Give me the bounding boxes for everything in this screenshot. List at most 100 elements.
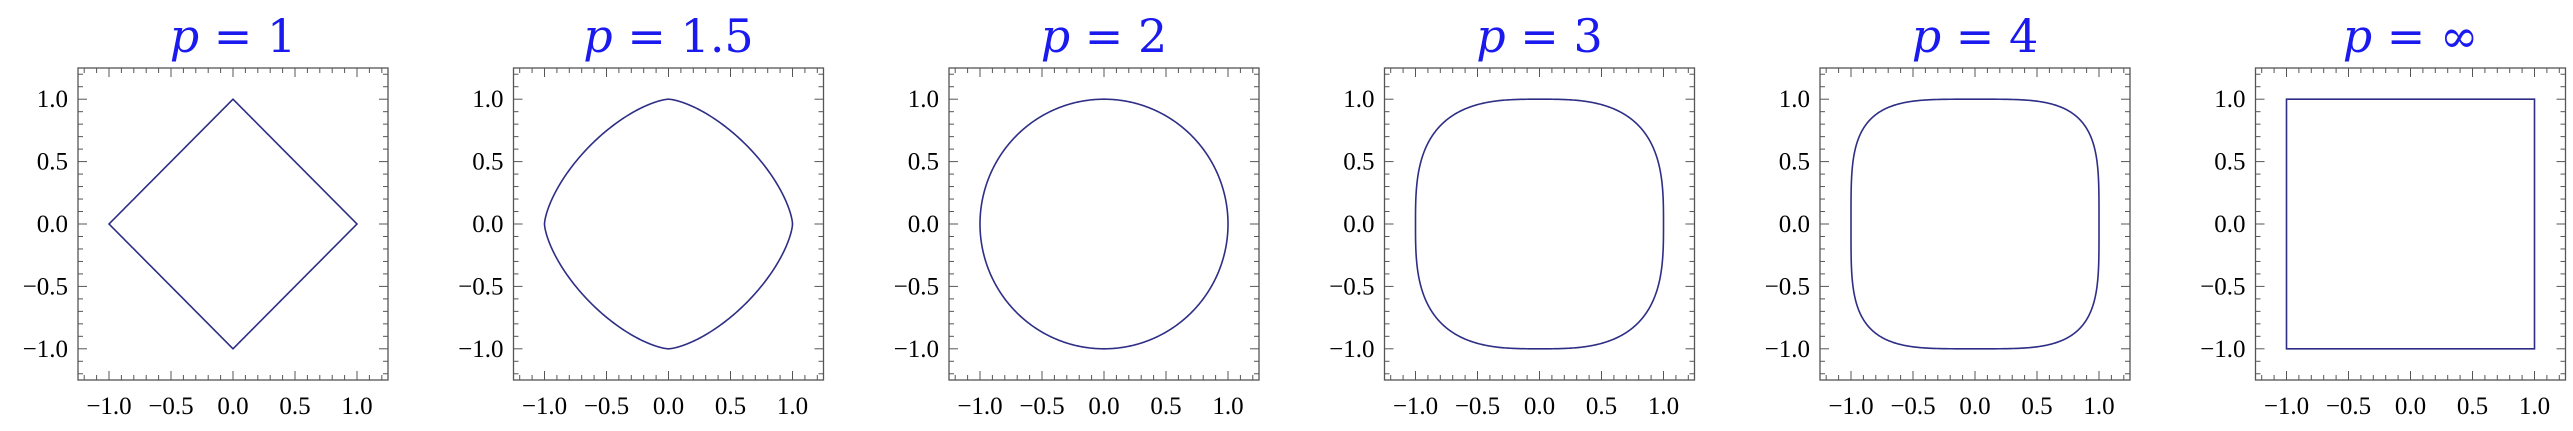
title-value: 1 — [267, 9, 296, 63]
x-tick-label: 0.0 — [217, 393, 248, 420]
title-equals: = — [1506, 9, 1574, 63]
y-tick-label: −0.5 — [1765, 273, 1810, 300]
x-tick-label: −0.5 — [2326, 393, 2371, 420]
plot-frame — [1819, 67, 2131, 381]
panel-5: −1.0 −0.5 0.0 0.5 1.0 1.0 0.5 0.0 −0.5 −1.0 p = 4 — [1765, 9, 2131, 420]
plot-frame — [77, 67, 389, 381]
x-tick-label: 1.0 — [1648, 393, 1679, 420]
y-tick-label: 0.5 — [1779, 149, 1810, 176]
y-tick-label: 1.0 — [472, 86, 503, 113]
y-tick-label: −0.5 — [1329, 273, 1374, 300]
y-tick-label: 0.5 — [37, 149, 68, 176]
title-equals: = — [2372, 9, 2440, 63]
title-equals: = — [1070, 9, 1138, 63]
title-value: ∞ — [2440, 9, 2478, 63]
title-variable: p — [1476, 9, 1505, 63]
x-tick-label: −1.0 — [86, 393, 131, 420]
panel-title: p = 1 — [170, 9, 297, 63]
unit-ball-curve — [543, 98, 794, 350]
x-tick-label: 0.5 — [2021, 393, 2052, 420]
y-tick-label: 0.5 — [2214, 149, 2245, 176]
panel-title: p = 3 — [1476, 9, 1603, 63]
y-tick-label: −0.5 — [894, 273, 939, 300]
x-tick-label: −1.0 — [1828, 393, 1873, 420]
y-tick-label: −1.0 — [1329, 336, 1374, 363]
x-tick-label: 0.5 — [1586, 393, 1617, 420]
panel-1: −1.0 −0.5 0.0 0.5 1.0 1.0 0.5 0.0 −0.5 −1.0 p = 1 — [23, 9, 389, 420]
x-tick-label: 0.5 — [2457, 393, 2488, 420]
plot-frame — [948, 67, 1260, 381]
x-tick-label: 1.0 — [2083, 393, 2114, 420]
x-tick-label: −1.0 — [2264, 393, 2309, 420]
title-value: 2 — [1138, 9, 1167, 63]
plot-frame — [1383, 67, 1696, 381]
y-tick-label: −0.5 — [458, 273, 503, 300]
unit-ball-curve — [2285, 98, 2536, 350]
panel-title: p = 2 — [1041, 9, 1168, 63]
title-variable: p — [1041, 9, 1070, 63]
panel-title: p = 4 — [1912, 9, 2039, 63]
y-tick-label: 1.0 — [908, 86, 939, 113]
plot-frame — [2254, 67, 2567, 381]
title-equals: = — [199, 9, 267, 63]
unit-ball-curve — [1414, 98, 1665, 350]
y-tick-label: −1.0 — [1765, 336, 1810, 363]
y-tick-label: 0.0 — [1343, 211, 1374, 238]
panel-3: −1.0 −0.5 0.0 0.5 1.0 1.0 0.5 0.0 −0.5 −1.0 p = 2 — [894, 9, 1260, 420]
x-tick-label: 1.0 — [341, 393, 372, 420]
title-value: 1.5 — [681, 9, 754, 63]
title-value: 3 — [1573, 9, 1602, 63]
x-tick-label: 1.0 — [2519, 393, 2550, 420]
unit-ball-curve — [1850, 98, 2100, 350]
x-tick-label: 1.0 — [777, 393, 808, 420]
y-tick-label: 0.0 — [908, 211, 939, 238]
x-tick-label: −1.0 — [522, 393, 567, 420]
title-equals: = — [1941, 9, 2009, 63]
y-tick-label: 0.5 — [472, 149, 503, 176]
y-tick-label: 0.0 — [2214, 211, 2245, 238]
y-tick-label: 1.0 — [37, 86, 68, 113]
y-tick-label: 0.0 — [37, 211, 68, 238]
y-tick-label: 0.5 — [908, 149, 939, 176]
y-tick-label: 0.0 — [1779, 211, 1810, 238]
x-tick-label: −1.0 — [1393, 393, 1438, 420]
title-variable: p — [170, 9, 199, 63]
x-tick-label: 0.0 — [2395, 393, 2426, 420]
panel-6: −1.0 −0.5 0.0 0.5 1.0 1.0 0.5 0.0 −0.5 −1.0 p = ∞ — [2200, 9, 2567, 420]
title-variable: p — [1912, 9, 1941, 63]
x-tick-label: −0.5 — [1890, 393, 1935, 420]
title-equals: = — [613, 9, 681, 63]
y-tick-label: −1.0 — [2200, 336, 2245, 363]
x-tick-label: 0.0 — [653, 393, 684, 420]
x-tick-label: 0.5 — [279, 393, 310, 420]
y-tick-label: −1.0 — [23, 336, 68, 363]
x-tick-label: 0.0 — [1524, 393, 1555, 420]
y-tick-label: −0.5 — [2200, 273, 2245, 300]
x-tick-label: 1.0 — [1212, 393, 1243, 420]
y-tick-label: 1.0 — [2214, 86, 2245, 113]
x-tick-label: −0.5 — [1019, 393, 1064, 420]
y-tick-label: −1.0 — [894, 336, 939, 363]
title-variable: p — [583, 9, 612, 63]
y-tick-label: 0.0 — [472, 211, 503, 238]
y-tick-label: −0.5 — [23, 273, 68, 300]
x-tick-label: −0.5 — [584, 393, 629, 420]
y-tick-label: 0.5 — [1343, 149, 1374, 176]
title-variable: p — [2343, 9, 2372, 63]
x-tick-label: −1.0 — [957, 393, 1002, 420]
x-tick-label: 0.5 — [1150, 393, 1181, 420]
x-tick-label: 0.0 — [1088, 393, 1119, 420]
x-tick-label: 0.5 — [715, 393, 746, 420]
y-tick-label: 1.0 — [1343, 86, 1374, 113]
y-tick-label: 1.0 — [1779, 86, 1810, 113]
y-tick-label: −1.0 — [458, 336, 503, 363]
panel-2: −1.0 −0.5 0.0 0.5 1.0 1.0 0.5 0.0 −0.5 −1.0 p = 1.… — [458, 9, 825, 420]
x-tick-label: −0.5 — [148, 393, 193, 420]
x-tick-label: 0.0 — [1959, 393, 1990, 420]
panel-title: p = 1.5 — [583, 9, 753, 63]
unit-ball-curve — [979, 98, 1229, 350]
unit-ball-curve — [107, 98, 359, 350]
title-value: 4 — [2009, 9, 2038, 63]
plot-frame — [512, 67, 825, 381]
